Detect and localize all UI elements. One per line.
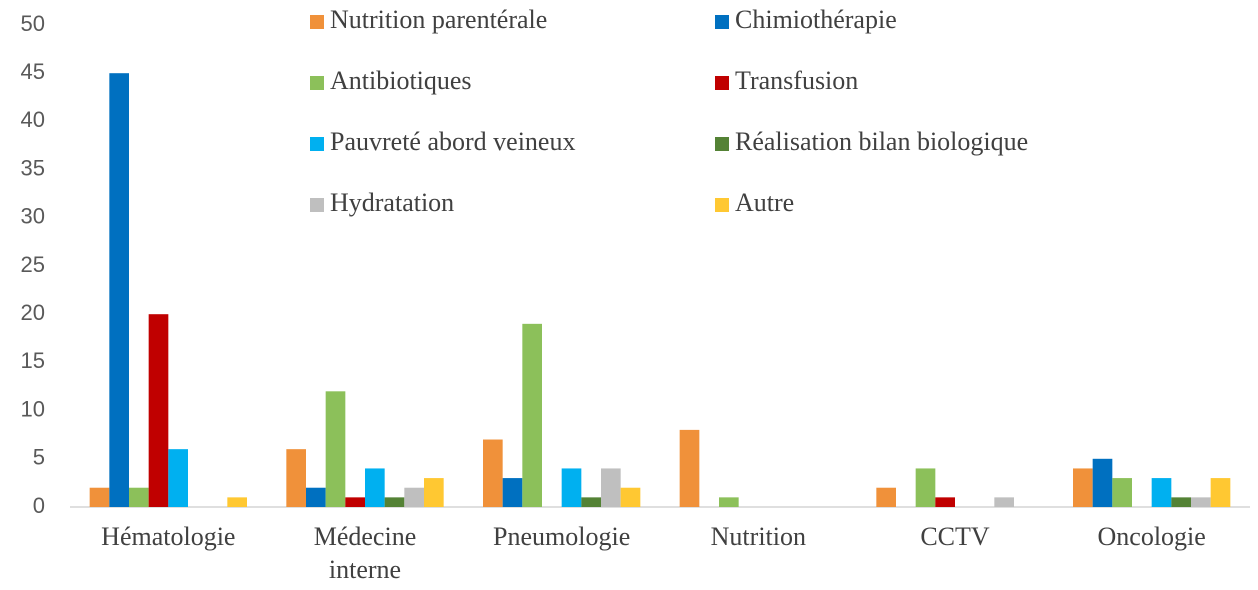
bar — [109, 73, 129, 507]
bar — [679, 429, 700, 507]
y-tick-label: 25 — [21, 252, 45, 277]
y-tick-label: 15 — [21, 348, 45, 373]
y-tick-label: 45 — [21, 59, 45, 84]
bar — [227, 497, 247, 507]
legend-swatch — [715, 198, 729, 212]
legend-swatch — [715, 15, 729, 29]
bar — [1171, 497, 1191, 507]
legend-swatch — [715, 76, 729, 90]
y-tick-label: 5 — [33, 445, 45, 470]
bar — [561, 468, 582, 507]
bar — [1191, 497, 1211, 507]
legend-label: Réalisation bilan biologique — [735, 127, 1028, 156]
x-tick-label: Oncologie — [1098, 522, 1206, 551]
legend-swatch — [310, 76, 324, 90]
bar — [522, 323, 542, 507]
legend-label: Nutrition parentérale — [330, 5, 547, 34]
bar — [502, 478, 523, 507]
bar — [1210, 478, 1231, 507]
bar — [286, 449, 306, 507]
bar — [129, 487, 149, 507]
legend-label: Pauvreté abord veineux — [330, 127, 575, 156]
legend-label: Autre — [735, 188, 794, 217]
y-tick-label: 40 — [21, 107, 45, 132]
bar — [325, 391, 346, 507]
bar — [365, 468, 385, 507]
x-tick-label: Nutrition — [711, 522, 806, 551]
x-tick-label: Hématologie — [101, 522, 235, 551]
legend-swatch — [310, 137, 324, 151]
legend-label: Transfusion — [735, 66, 858, 95]
bar — [89, 487, 110, 507]
bar — [483, 439, 503, 507]
bar — [1092, 458, 1113, 507]
legend-label: Chimiothérapie — [735, 5, 897, 34]
x-tick-label: Pneumologie — [493, 522, 630, 551]
legend-label: Hydratation — [330, 188, 454, 217]
bar — [1151, 478, 1172, 507]
bar — [1112, 478, 1132, 507]
bar — [384, 497, 405, 507]
bar — [876, 487, 896, 507]
bar — [168, 449, 188, 507]
x-tick-label: CCTV — [920, 522, 990, 551]
legend-swatch — [310, 15, 324, 29]
y-tick-label: 50 — [21, 11, 45, 36]
bar — [915, 468, 936, 507]
y-tick-label: 0 — [33, 493, 45, 518]
bar — [148, 314, 169, 507]
bar — [719, 497, 739, 507]
y-tick-label: 30 — [21, 204, 45, 229]
bar — [404, 487, 424, 507]
bar — [994, 497, 1014, 507]
y-tick-label: 35 — [21, 155, 45, 180]
bar — [581, 497, 601, 507]
bar — [424, 478, 444, 507]
bar — [935, 497, 955, 507]
legend-swatch — [310, 198, 324, 212]
bar — [601, 468, 621, 507]
bar — [345, 497, 365, 507]
bar — [1073, 468, 1093, 507]
legend-label: Antibiotiques — [330, 66, 472, 95]
bar — [620, 487, 641, 507]
y-tick-label: 10 — [21, 396, 45, 421]
x-tick-label: Médecine interne — [314, 522, 417, 584]
bar — [306, 487, 326, 507]
y-tick-label: 20 — [21, 300, 45, 325]
legend-swatch — [715, 137, 729, 151]
